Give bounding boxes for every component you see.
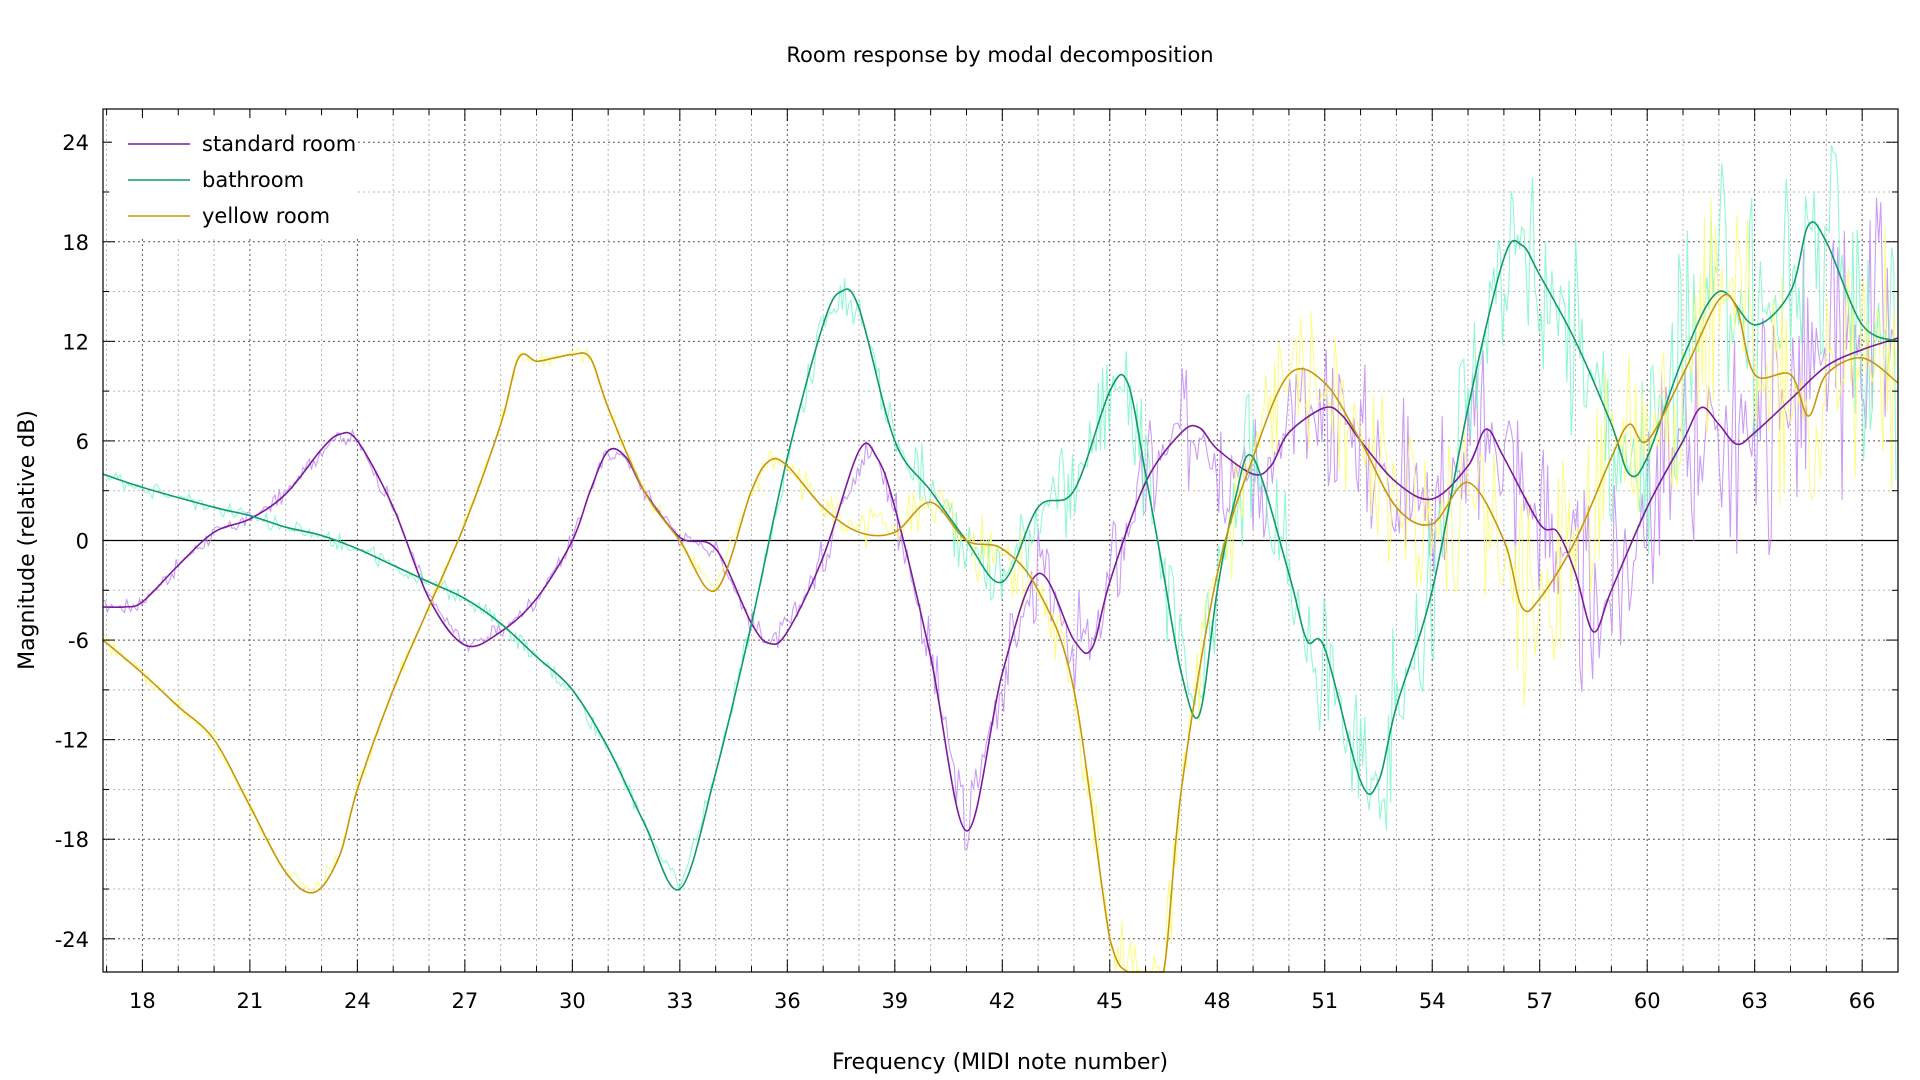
y-tick-labels: 24 18 12 6 0 -6 -12 -18 -24 bbox=[55, 131, 89, 952]
x-tick-label: 48 bbox=[1204, 989, 1231, 1013]
x-tick-label: 45 bbox=[1096, 989, 1123, 1013]
x-tick-label: 63 bbox=[1741, 989, 1768, 1013]
y-axis-label: Magnitude (relative dB) bbox=[15, 410, 40, 670]
x-tick-label: 42 bbox=[989, 989, 1016, 1013]
y-tick-label: 6 bbox=[76, 430, 89, 454]
x-tick-label: 54 bbox=[1419, 989, 1446, 1013]
x-tick-label: 33 bbox=[666, 989, 693, 1013]
series-line-bathroom bbox=[102, 221, 1899, 891]
y-tick-label: 0 bbox=[76, 530, 89, 554]
x-tick-label: 18 bbox=[129, 989, 156, 1013]
x-tick-label: 57 bbox=[1526, 989, 1553, 1013]
x-axis-label: Frequency (MIDI note number) bbox=[832, 1050, 1168, 1075]
y-tick-label: 24 bbox=[62, 131, 89, 155]
x-tick-label: 21 bbox=[237, 989, 264, 1013]
x-tick-label: 36 bbox=[774, 989, 801, 1013]
series-raw-yellow-room bbox=[102, 197, 1897, 974]
x-tick-label: 51 bbox=[1311, 989, 1338, 1013]
y-tick-label: 12 bbox=[62, 330, 89, 354]
series-layer bbox=[102, 221, 1899, 973]
series-line-standard-room bbox=[102, 337, 1899, 832]
legend-label-yellow-room: yellow room bbox=[202, 204, 330, 228]
y-tick-label: -24 bbox=[55, 928, 89, 952]
legend-background bbox=[112, 118, 358, 238]
series-raw-bathroom bbox=[102, 145, 1897, 890]
chart-title: Room response by modal decomposition bbox=[786, 43, 1213, 67]
ticks bbox=[103, 109, 1899, 972]
x-tick-label: 66 bbox=[1849, 989, 1876, 1013]
y-tick-label: -6 bbox=[68, 629, 89, 653]
y-tick-label: -12 bbox=[55, 729, 89, 753]
x-tick-labels: 18 21 24 27 30 33 36 39 42 45 48 51 54 57 60 63 66 bbox=[129, 989, 1875, 1013]
x-tick-label: 27 bbox=[451, 989, 478, 1013]
x-tick-label: 39 bbox=[881, 989, 908, 1013]
legend-label-standard-room: standard room bbox=[202, 132, 356, 156]
legend: standard room bathroom yellow room bbox=[112, 118, 358, 238]
y-tick-label: -18 bbox=[55, 828, 89, 852]
x-tick-label: 30 bbox=[559, 989, 586, 1013]
x-tick-label: 60 bbox=[1634, 989, 1661, 1013]
y-tick-label: 18 bbox=[62, 231, 89, 255]
legend-label-bathroom: bathroom bbox=[202, 168, 304, 192]
x-tick-label: 24 bbox=[344, 989, 371, 1013]
series-line-yellow-room bbox=[102, 293, 1899, 973]
